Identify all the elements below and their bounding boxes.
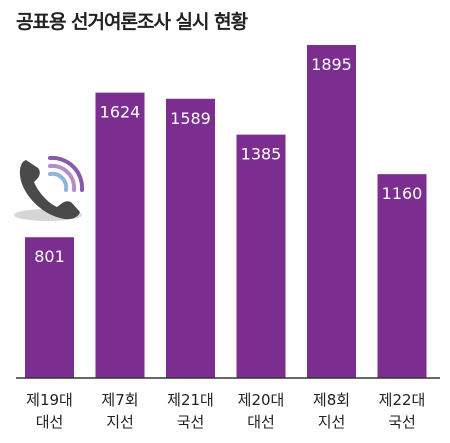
bar-value-label: 1385 bbox=[241, 145, 282, 164]
category-label: 제7회 bbox=[101, 391, 138, 409]
category-label: 제8회 bbox=[313, 391, 350, 409]
bar bbox=[95, 92, 145, 378]
wave-medium bbox=[48, 163, 77, 192]
bar-value-label: 1895 bbox=[311, 55, 352, 74]
bar-value-label: 801 bbox=[34, 247, 65, 266]
bar bbox=[25, 237, 74, 378]
category-label: 제21대 bbox=[167, 391, 214, 409]
wave-small bbox=[48, 171, 69, 192]
category-label: 국선 bbox=[177, 413, 205, 431]
bar-value-label: 1160 bbox=[382, 184, 423, 203]
bar bbox=[236, 134, 286, 378]
bars-layer: 801 1624 1589 1385 1895 1160 bbox=[25, 45, 427, 378]
wave-large bbox=[48, 155, 85, 192]
category-label: 제22대 bbox=[379, 391, 426, 409]
bar-value-label: 1624 bbox=[100, 103, 141, 122]
bar bbox=[307, 45, 356, 378]
category-label: 대선 bbox=[247, 413, 275, 431]
bar-value-label: 1589 bbox=[170, 109, 211, 128]
bar bbox=[377, 174, 427, 378]
category-label: 대선 bbox=[36, 413, 64, 431]
category-label: 제19대 bbox=[26, 391, 73, 409]
chart-title: 공표용 선거여론조사 실시 현황 bbox=[16, 11, 248, 33]
category-label: 지선 bbox=[106, 413, 134, 431]
category-label: 제20대 bbox=[238, 391, 285, 409]
category-label: 지선 bbox=[318, 413, 346, 431]
handset bbox=[19, 160, 80, 220]
bar bbox=[166, 98, 215, 378]
phone-icon bbox=[14, 155, 85, 221]
category-label: 국선 bbox=[388, 413, 416, 431]
